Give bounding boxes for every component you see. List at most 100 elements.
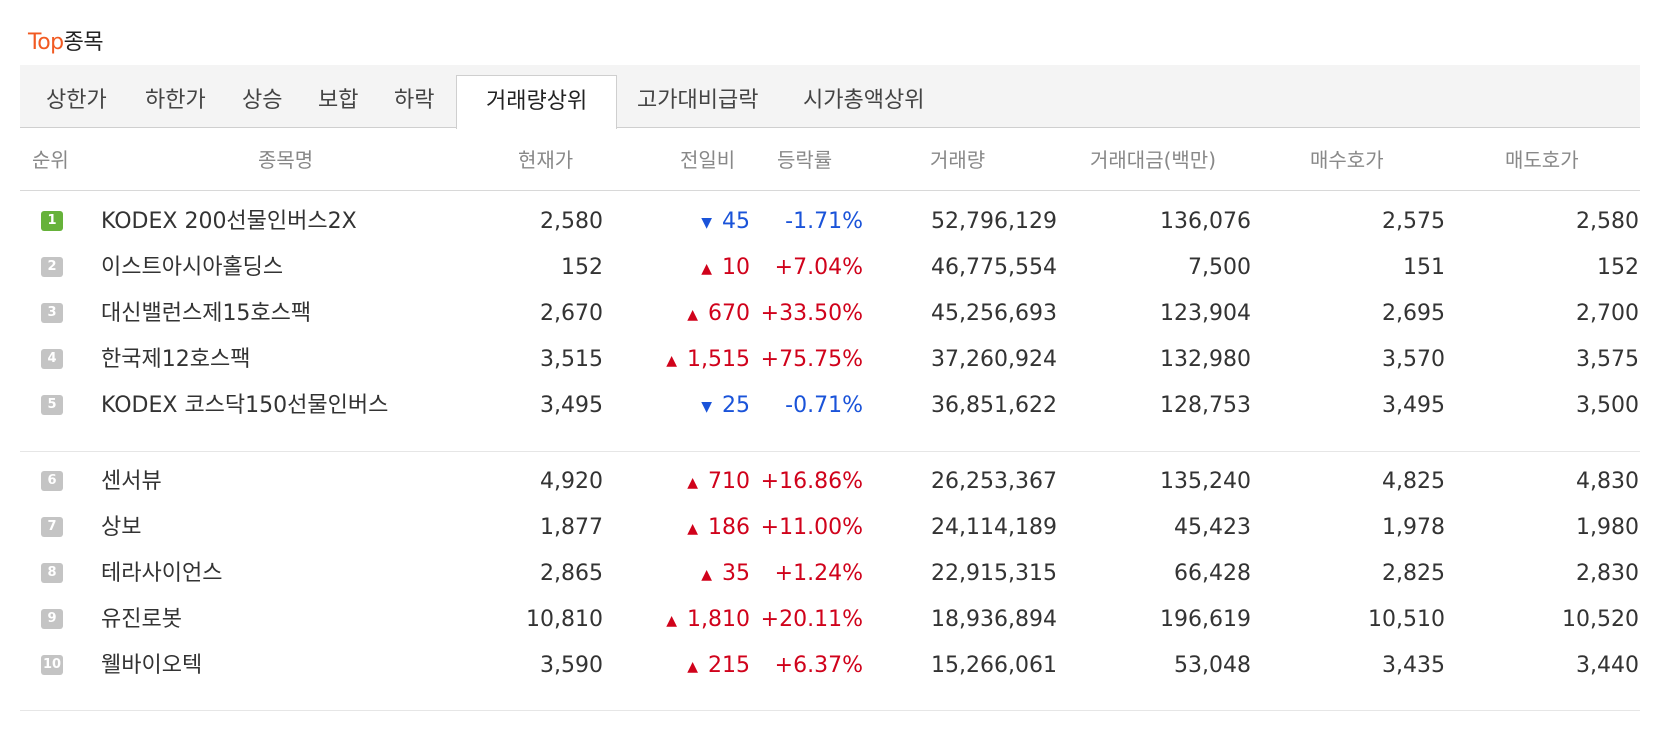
trade-amount: 7,500 (1188, 255, 1251, 280)
change-value: 1,810 (687, 607, 750, 632)
ask-price: 1,980 (1576, 515, 1639, 540)
table-row: 2 이스트아시아홀딩스 152 ▲ 10 +7.04% 46,775,554 7,… (0, 245, 1660, 291)
section-title-rest: 종목 (63, 30, 104, 55)
change-rate: +11.00% (760, 515, 863, 540)
bid-price: 3,570 (1382, 347, 1445, 372)
change-value: 186 (708, 515, 750, 540)
change-rate: -0.71% (785, 393, 863, 418)
triangle-down-icon: ▼ (701, 399, 712, 415)
tab-lower-limit[interactable]: 하한가 (145, 88, 206, 113)
rank-badge: 1 (41, 211, 63, 231)
current-price: 10,810 (526, 607, 603, 632)
section-title-accent: Top (28, 30, 64, 55)
stock-name-link[interactable]: KODEX 코스닥150선물인버스 (101, 393, 389, 418)
tab-rise[interactable]: 상승 (242, 88, 283, 113)
triangle-up-icon: ▲ (666, 353, 678, 369)
change-rate: +20.11% (760, 607, 863, 632)
triangle-up-icon: ▲ (687, 307, 698, 323)
change-cell: ▲ 1,515 (640, 337, 750, 383)
bid-price: 10,510 (1368, 607, 1445, 632)
trade-amount: 53,048 (1174, 653, 1251, 678)
col-name-header: 종목명 (258, 148, 314, 172)
col-price-header: 현재가 (518, 148, 574, 172)
change-value: 10 (722, 255, 750, 280)
stock-name-link[interactable]: KODEX 200선물인버스2X (101, 209, 357, 234)
change-value: 35 (722, 561, 750, 586)
ask-price: 3,440 (1576, 653, 1639, 678)
table-row: 9 유진로봇 10,810 ▲ 1,810 +20.11% 18,936,894 … (0, 597, 1660, 643)
volume: 22,915,315 (931, 561, 1057, 586)
current-price: 3,515 (540, 347, 603, 372)
trade-amount: 196,619 (1160, 607, 1251, 632)
change-cell: ▲ 10 (640, 245, 750, 291)
rank-badge: 9 (41, 609, 63, 629)
current-price: 3,495 (540, 393, 603, 418)
change-cell: ▲ 186 (640, 505, 750, 551)
col-rate-header: 등락률 (777, 148, 833, 172)
current-price: 4,920 (540, 469, 603, 494)
volume: 52,796,129 (931, 209, 1057, 234)
bid-price: 3,435 (1382, 653, 1445, 678)
rank-badge: 10 (41, 655, 63, 675)
col-change-header: 전일비 (680, 148, 736, 172)
tab-market-cap-top[interactable]: 시가총액상위 (803, 88, 925, 113)
trade-amount: 45,423 (1174, 515, 1251, 540)
change-value: 215 (708, 653, 750, 678)
change-rate: +7.04% (774, 255, 863, 280)
col-amount-header: 거래대금(백만) (1090, 148, 1217, 172)
trade-amount: 123,904 (1160, 301, 1251, 326)
stock-name-link[interactable]: 대신밸런스제15호스팩 (101, 301, 312, 326)
change-cell: ▲ 670 (640, 291, 750, 337)
tab-fall[interactable]: 하락 (394, 88, 435, 113)
change-rate: +1.24% (774, 561, 863, 586)
col-ask-header: 매도호가 (1505, 148, 1579, 172)
rank-badge: 7 (41, 517, 63, 537)
tab-bar: 상한가 하한가 상승 보합 하락 거래량상위 고가대비급락 시가총액상위 (20, 65, 1640, 129)
ask-price: 2,580 (1576, 209, 1639, 234)
ask-price: 10,520 (1562, 607, 1639, 632)
trade-amount: 132,980 (1160, 347, 1251, 372)
table-row: 10 웰바이오텍 3,590 ▲ 215 +6.37% 15,266,061 53… (0, 643, 1660, 689)
change-rate: +75.75% (760, 347, 863, 372)
stock-name-link[interactable]: 유진로봇 (101, 607, 182, 632)
current-price: 2,670 (540, 301, 603, 326)
stock-name-link[interactable]: 웰바이오텍 (101, 653, 203, 678)
header-divider (20, 190, 1640, 191)
change-value: 1,515 (687, 347, 750, 372)
volume: 45,256,693 (931, 301, 1057, 326)
ask-price: 2,700 (1576, 301, 1639, 326)
stock-name-link[interactable]: 한국제12호스팩 (101, 347, 251, 372)
section-title: Top종목 (28, 24, 104, 56)
change-value: 670 (708, 301, 750, 326)
tab-flat[interactable]: 보합 (318, 88, 359, 113)
stock-name-link[interactable]: 테라사이언스 (101, 561, 223, 586)
volume: 26,253,367 (931, 469, 1057, 494)
stock-name-link[interactable]: 상보 (101, 515, 142, 540)
col-rank-header: 순위 (32, 148, 69, 172)
triangle-up-icon: ▲ (666, 613, 678, 629)
bid-price: 4,825 (1382, 469, 1445, 494)
rank-badge: 5 (41, 395, 63, 415)
stock-name-link[interactable]: 이스트아시아홀딩스 (101, 255, 284, 280)
table-row: 6 센서뷰 4,920 ▲ 710 +16.86% 26,253,367 135,… (0, 459, 1660, 505)
trade-amount: 66,428 (1174, 561, 1251, 586)
bid-price: 3,495 (1382, 393, 1445, 418)
volume: 24,114,189 (931, 515, 1057, 540)
ask-price: 152 (1597, 255, 1639, 280)
tab-drop-from-high[interactable]: 고가대비급락 (637, 88, 759, 113)
ask-price: 3,500 (1576, 393, 1639, 418)
rank-badge: 6 (41, 471, 63, 491)
tab-volume-top[interactable]: 거래량상위 (456, 75, 618, 129)
table-row: 5 KODEX 코스닥150선물인버스 3,495 ▼ 25 -0.71% 36,… (0, 383, 1660, 429)
bid-price: 2,695 (1382, 301, 1445, 326)
ask-price: 2,830 (1576, 561, 1639, 586)
triangle-up-icon: ▲ (687, 521, 698, 537)
tab-upper-limit[interactable]: 상한가 (46, 88, 107, 113)
col-volume-header: 거래량 (930, 148, 986, 172)
triangle-up-icon: ▲ (687, 659, 698, 675)
rank-badge: 3 (41, 303, 63, 323)
table-row: 3 대신밸런스제15호스팩 2,670 ▲ 670 +33.50% 45,256,… (0, 291, 1660, 337)
stock-name-link[interactable]: 센서뷰 (101, 469, 162, 494)
table-row: 8 테라사이언스 2,865 ▲ 35 +1.24% 22,915,315 66,… (0, 551, 1660, 597)
bid-price: 151 (1403, 255, 1445, 280)
